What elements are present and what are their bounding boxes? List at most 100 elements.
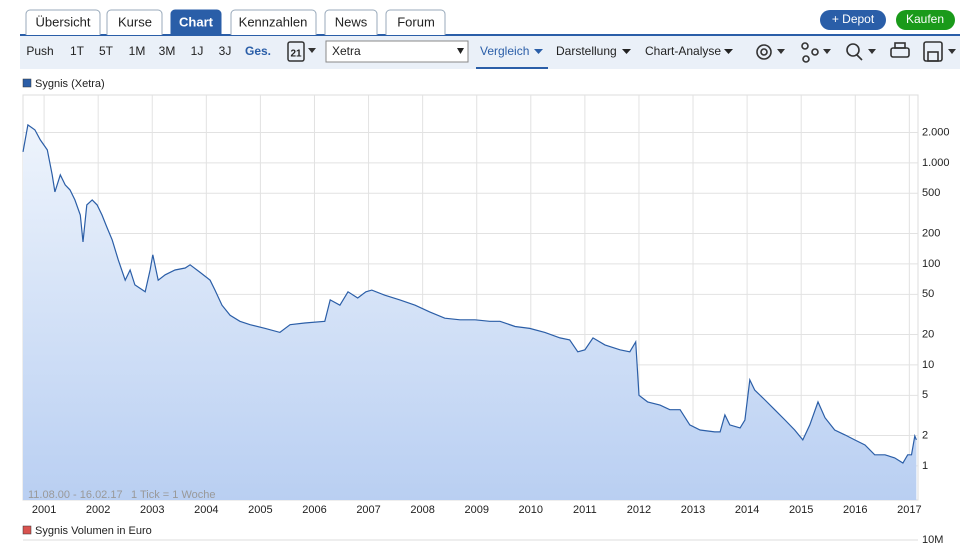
dropdown-arrow [948,49,956,54]
tab-label: Kurse [118,14,152,29]
volume-title: Sygnis Volumen in Euro [35,525,152,537]
tab[interactable]: Forum [385,9,446,35]
y-tick-label: 20 [922,328,934,340]
y-tick-label: 5 [922,389,928,401]
zoom-icon [846,43,860,57]
tab[interactable]: Chart [170,9,222,35]
period-button[interactable]: 3M [159,44,176,58]
legend-swatch [22,525,32,535]
y-tick-label: 1 [922,460,928,472]
legend-swatch [22,78,32,88]
dropdown-arrow [622,49,631,54]
print-icon [894,42,906,49]
tab-shape [324,9,378,35]
x-tick-label: 2008 [410,504,434,516]
period-button[interactable]: 1M [129,44,146,58]
tab[interactable]: News [324,9,378,35]
button-label: Kaufen [906,12,944,26]
x-tick-label: 2011 [573,504,597,516]
exchange-label: Xetra [332,44,361,58]
zoom-icon [856,54,863,61]
y-tick-label: 500 [922,187,940,199]
y-tick-label: 2.000 [922,126,950,138]
save-icon [927,51,939,62]
tab-label: Kennzahlen [239,14,308,29]
menu[interactable]: Chart-Analyse [645,44,733,58]
exchange-select[interactable] [325,40,469,63]
button-shape [820,10,886,30]
network-icon [802,55,810,63]
x-tick-label: 2015 [789,504,813,516]
y-tick-label: 10 [922,359,934,371]
tab-label: Chart [179,14,214,29]
period-button[interactable]: Ges. [245,44,271,58]
period-button[interactable]: 3J [219,44,232,58]
network-icon [811,48,819,56]
x-tick-label: 2006 [302,504,326,516]
menu-label: Vergleich [480,44,529,58]
y-tick-label: 100 [922,258,940,270]
x-tick-label: 2009 [464,504,488,516]
y-tick-label: 1.000 [922,157,950,169]
tab-label: Übersicht [36,14,91,29]
period-button[interactable]: 1J [191,44,204,58]
x-tick-label: 2013 [681,504,705,516]
x-tick-label: 2012 [627,504,651,516]
annotation: 11.08.00 - 16.02.17 [28,489,123,501]
menu[interactable]: Darstellung [556,44,631,58]
x-tick-label: 2004 [194,504,218,516]
button[interactable]: Kaufen [896,10,955,30]
period-button[interactable]: 5T [99,44,114,58]
dropdown-arrow [823,49,831,54]
menu-label: Chart-Analyse [645,44,721,58]
volume-tick-label: 10M [922,534,943,544]
x-tick-label: 2007 [356,504,380,516]
tab-shape [385,9,446,35]
period-button[interactable]: Push [26,44,53,58]
period-group: Push 1T 5T 1M 3M 1J 3J Ges. [26,44,271,58]
legend-label: Sygnis (Xetra) [35,78,105,90]
x-tick-label: 2017 [897,504,921,516]
dropdown-arrow [308,48,316,53]
y-tick-label: 2 [922,429,928,441]
calendar-day: 21 [290,49,302,60]
tab-shape [106,9,163,35]
toolbar [20,36,960,69]
dropdown-arrow [534,49,543,54]
dropdown-arrow [868,49,876,54]
annotation: 1 Tick = 1 Woche [131,489,215,501]
x-tick-label: 2002 [86,504,110,516]
x-tick-label: 2003 [140,504,164,516]
tab[interactable]: Kurse [106,9,163,35]
tool-arrows [777,49,956,54]
tab[interactable]: Übersicht [25,9,101,35]
tab-shape [230,9,317,35]
tool-icons[interactable] [756,41,943,63]
area-fill [23,124,917,501]
dropdown-arrow [457,48,464,54]
dropdown-arrow [724,49,733,54]
tab-label: News [335,14,368,29]
button[interactable]: + Depot [820,10,886,30]
network-icon [801,42,809,50]
menu-label: Darstellung [556,44,617,58]
tab-label: Forum [397,14,435,29]
period-button[interactable]: 1T [70,44,85,58]
y-tick-label: 200 [922,227,940,239]
button-shape [896,10,955,30]
price-line [22,123,917,464]
gear-icon [756,44,772,60]
calendar-icon[interactable] [287,41,305,62]
button-label: + Depot [832,12,875,26]
x-tick-label: 2014 [735,504,759,516]
menu[interactable]: Vergleich [476,44,548,69]
x-tick-label: 2010 [519,504,543,516]
x-tick-label: 2016 [843,504,867,516]
chart: 1 2 5 10 20 50 100 200 500 1.000 2.000 2001 2002 2003… [22,95,950,516]
tab[interactable]: Kennzahlen [230,9,317,35]
tab-shape [25,9,101,35]
gear-icon [760,48,768,56]
x-tick-label: 2001 [32,504,56,516]
x-tick-label: 2005 [248,504,272,516]
